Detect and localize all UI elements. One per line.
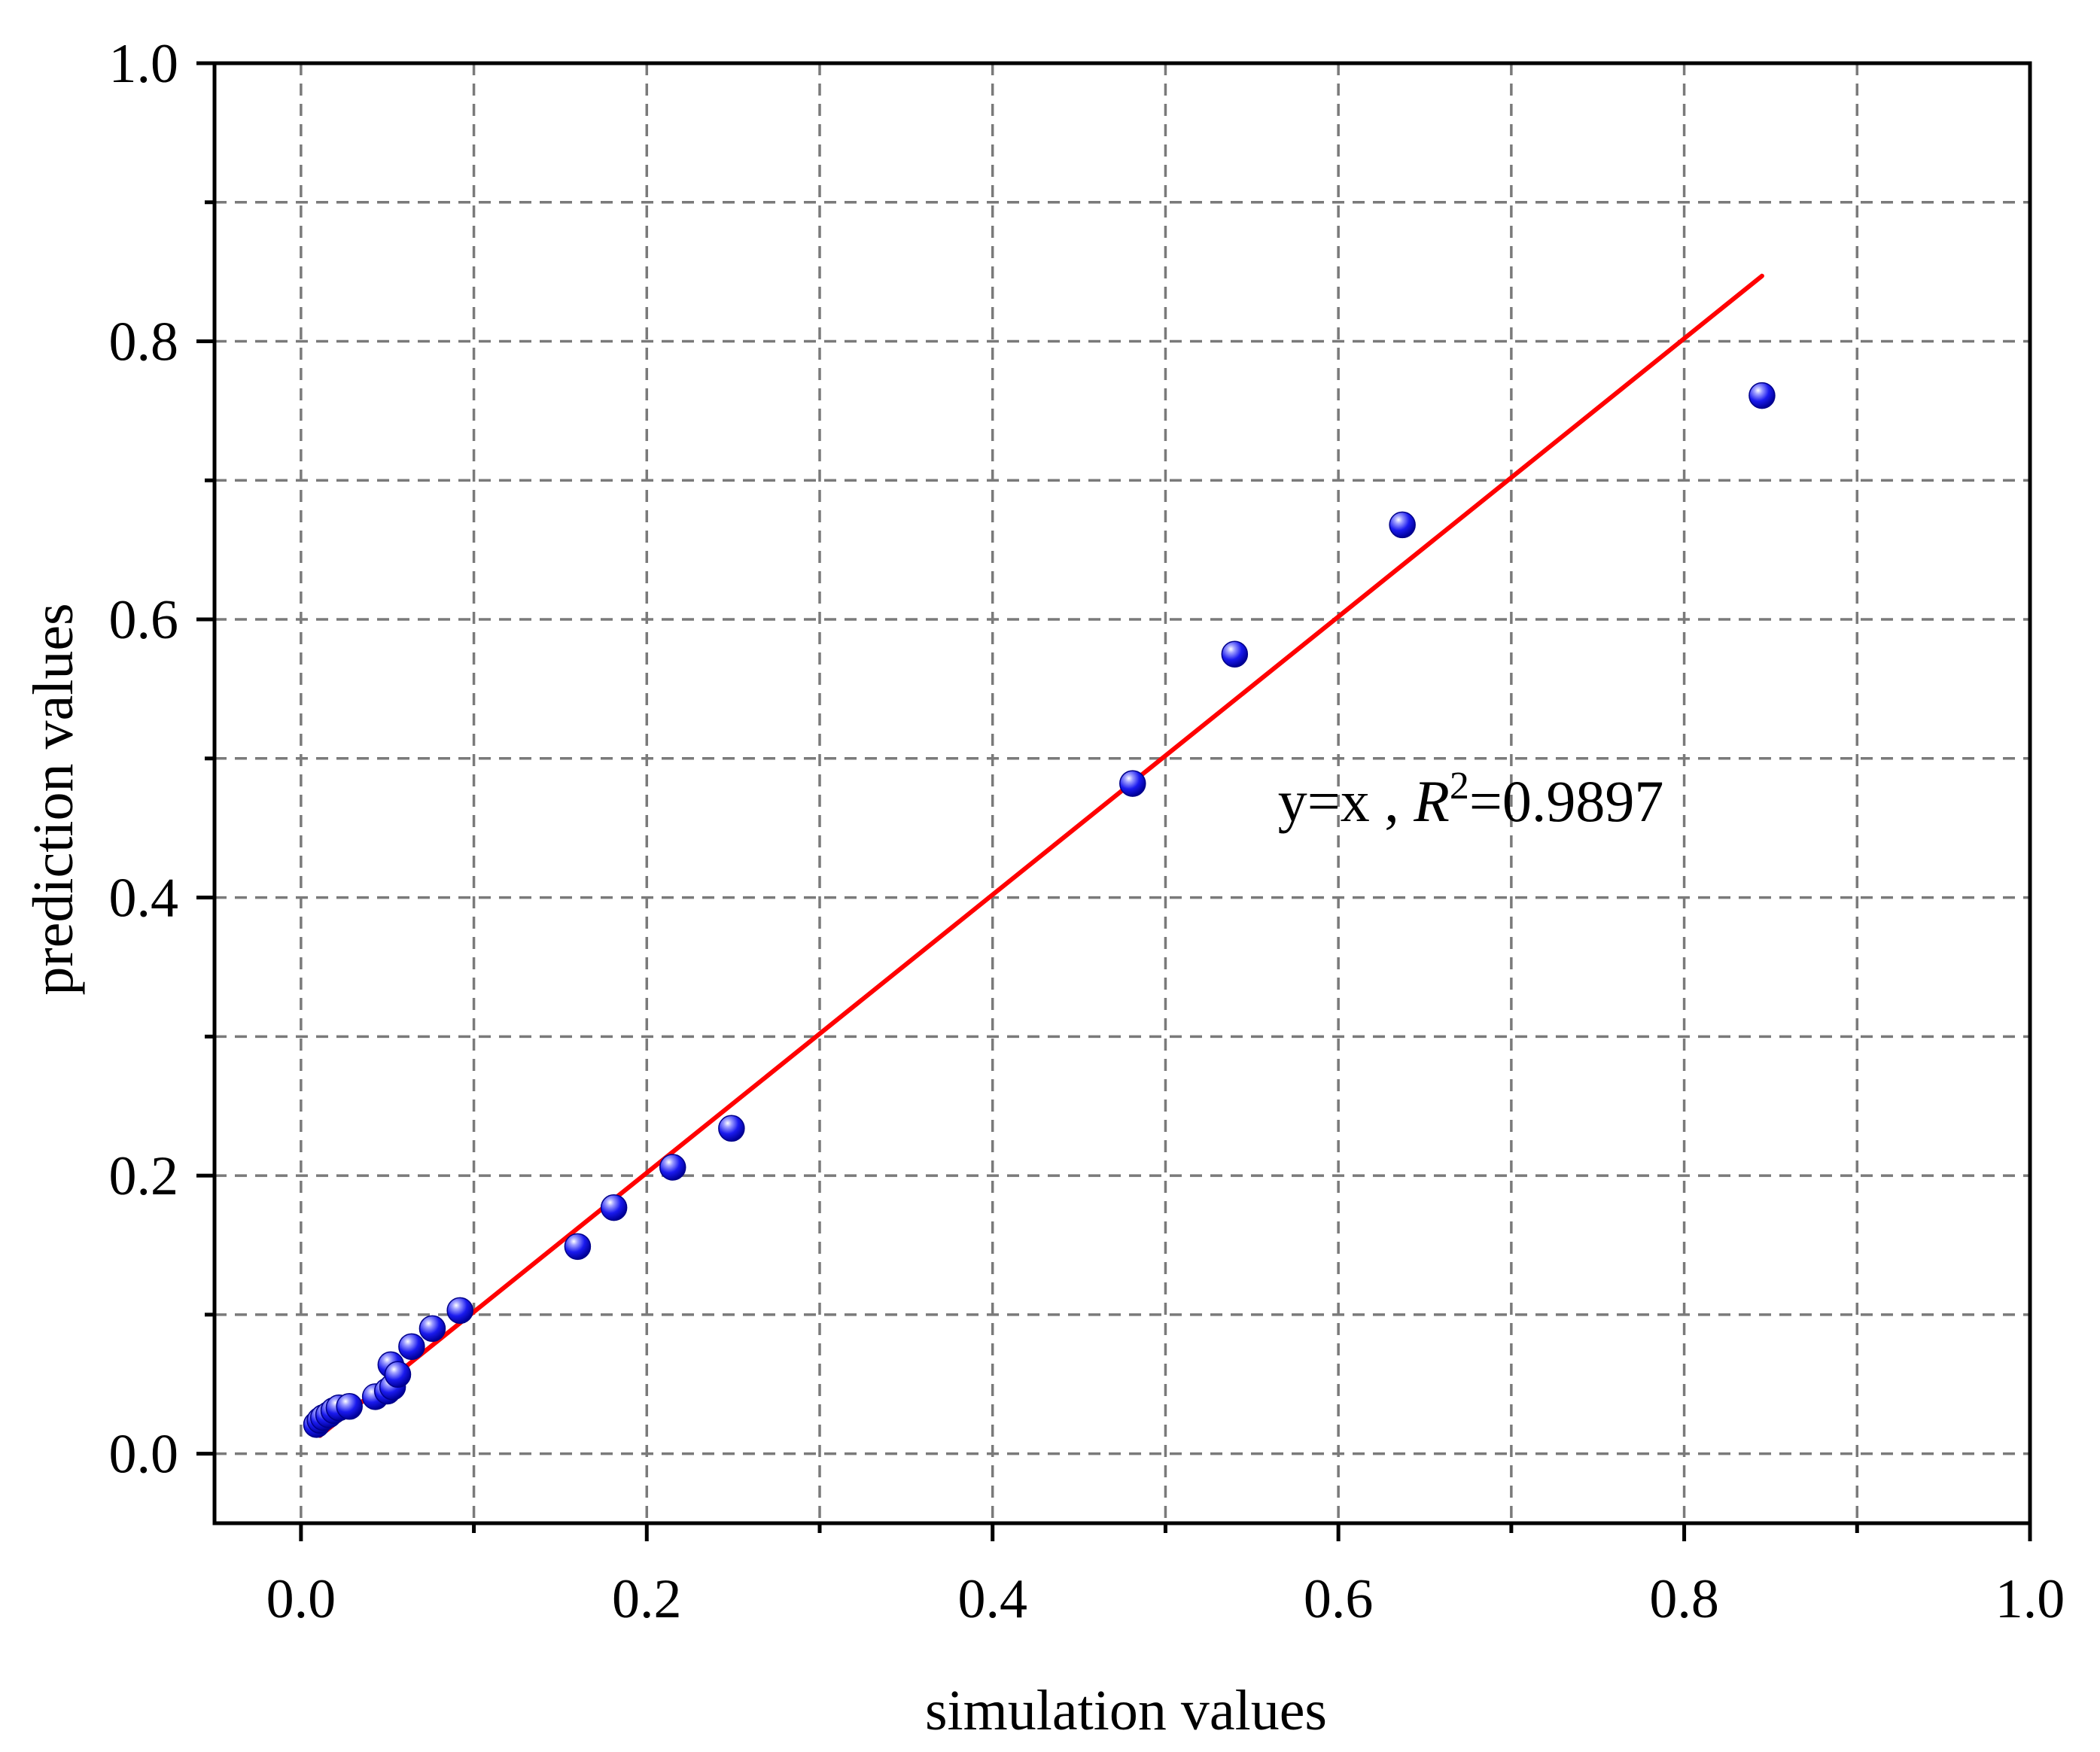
- data-points: [303, 382, 1776, 1438]
- x-tick-label-0: 0.0: [266, 1568, 336, 1630]
- data-point-13: [418, 1315, 446, 1343]
- data-point-21: [1389, 511, 1416, 539]
- fit-line: [318, 273, 1764, 1438]
- data-point-19: [1119, 770, 1146, 797]
- y-tick-label-3: 0.6: [109, 589, 179, 651]
- x-tick-label-1: 0.2: [612, 1568, 682, 1630]
- data-point-18: [718, 1115, 745, 1142]
- fit-annotation: y=x , R2=0.9897: [1278, 765, 1664, 834]
- plot-frame: [212, 61, 2032, 1525]
- data-point-6: [336, 1393, 363, 1420]
- y-tick-label-1: 0.2: [109, 1145, 179, 1207]
- x-tick-label-2: 0.4: [957, 1568, 1027, 1630]
- y-tick-label-5: 1.0: [109, 33, 179, 95]
- data-point-20: [1221, 640, 1249, 668]
- data-point-22: [1748, 382, 1776, 409]
- y-tick-label-4: 0.8: [109, 312, 179, 373]
- grid: [215, 63, 2030, 1523]
- axis-ticks: [196, 61, 2032, 1541]
- data-point-16: [600, 1194, 628, 1221]
- data-point-17: [659, 1154, 686, 1181]
- y-tick-label-0: 0.0: [109, 1424, 179, 1486]
- y-axis-label: prediction values: [22, 603, 85, 995]
- x-tick-label-3: 0.6: [1304, 1568, 1374, 1630]
- data-point-11: [384, 1361, 412, 1389]
- fit-line-group: [318, 273, 1764, 1438]
- annotation-prefix: y=x ,: [1278, 768, 1414, 834]
- data-point-12: [398, 1333, 425, 1361]
- annotation-r-symbol: R: [1413, 768, 1450, 834]
- x-tick-label-4: 0.8: [1649, 1568, 1719, 1630]
- tick-labels: 0.0 0.2 0.4 0.6 0.8 1.0 0.0 0.2 0.4 0.6 0.8 1.0: [109, 33, 2065, 1630]
- data-point-15: [564, 1233, 592, 1261]
- annotation-superscript: 2: [1450, 765, 1469, 808]
- x-axis-label: simulation values: [925, 1679, 1327, 1742]
- annotation-value: =0.9897: [1469, 768, 1663, 834]
- x-tick-label-5: 1.0: [1995, 1568, 2065, 1630]
- data-point-14: [446, 1297, 473, 1325]
- y-tick-label-2: 0.4: [109, 868, 179, 929]
